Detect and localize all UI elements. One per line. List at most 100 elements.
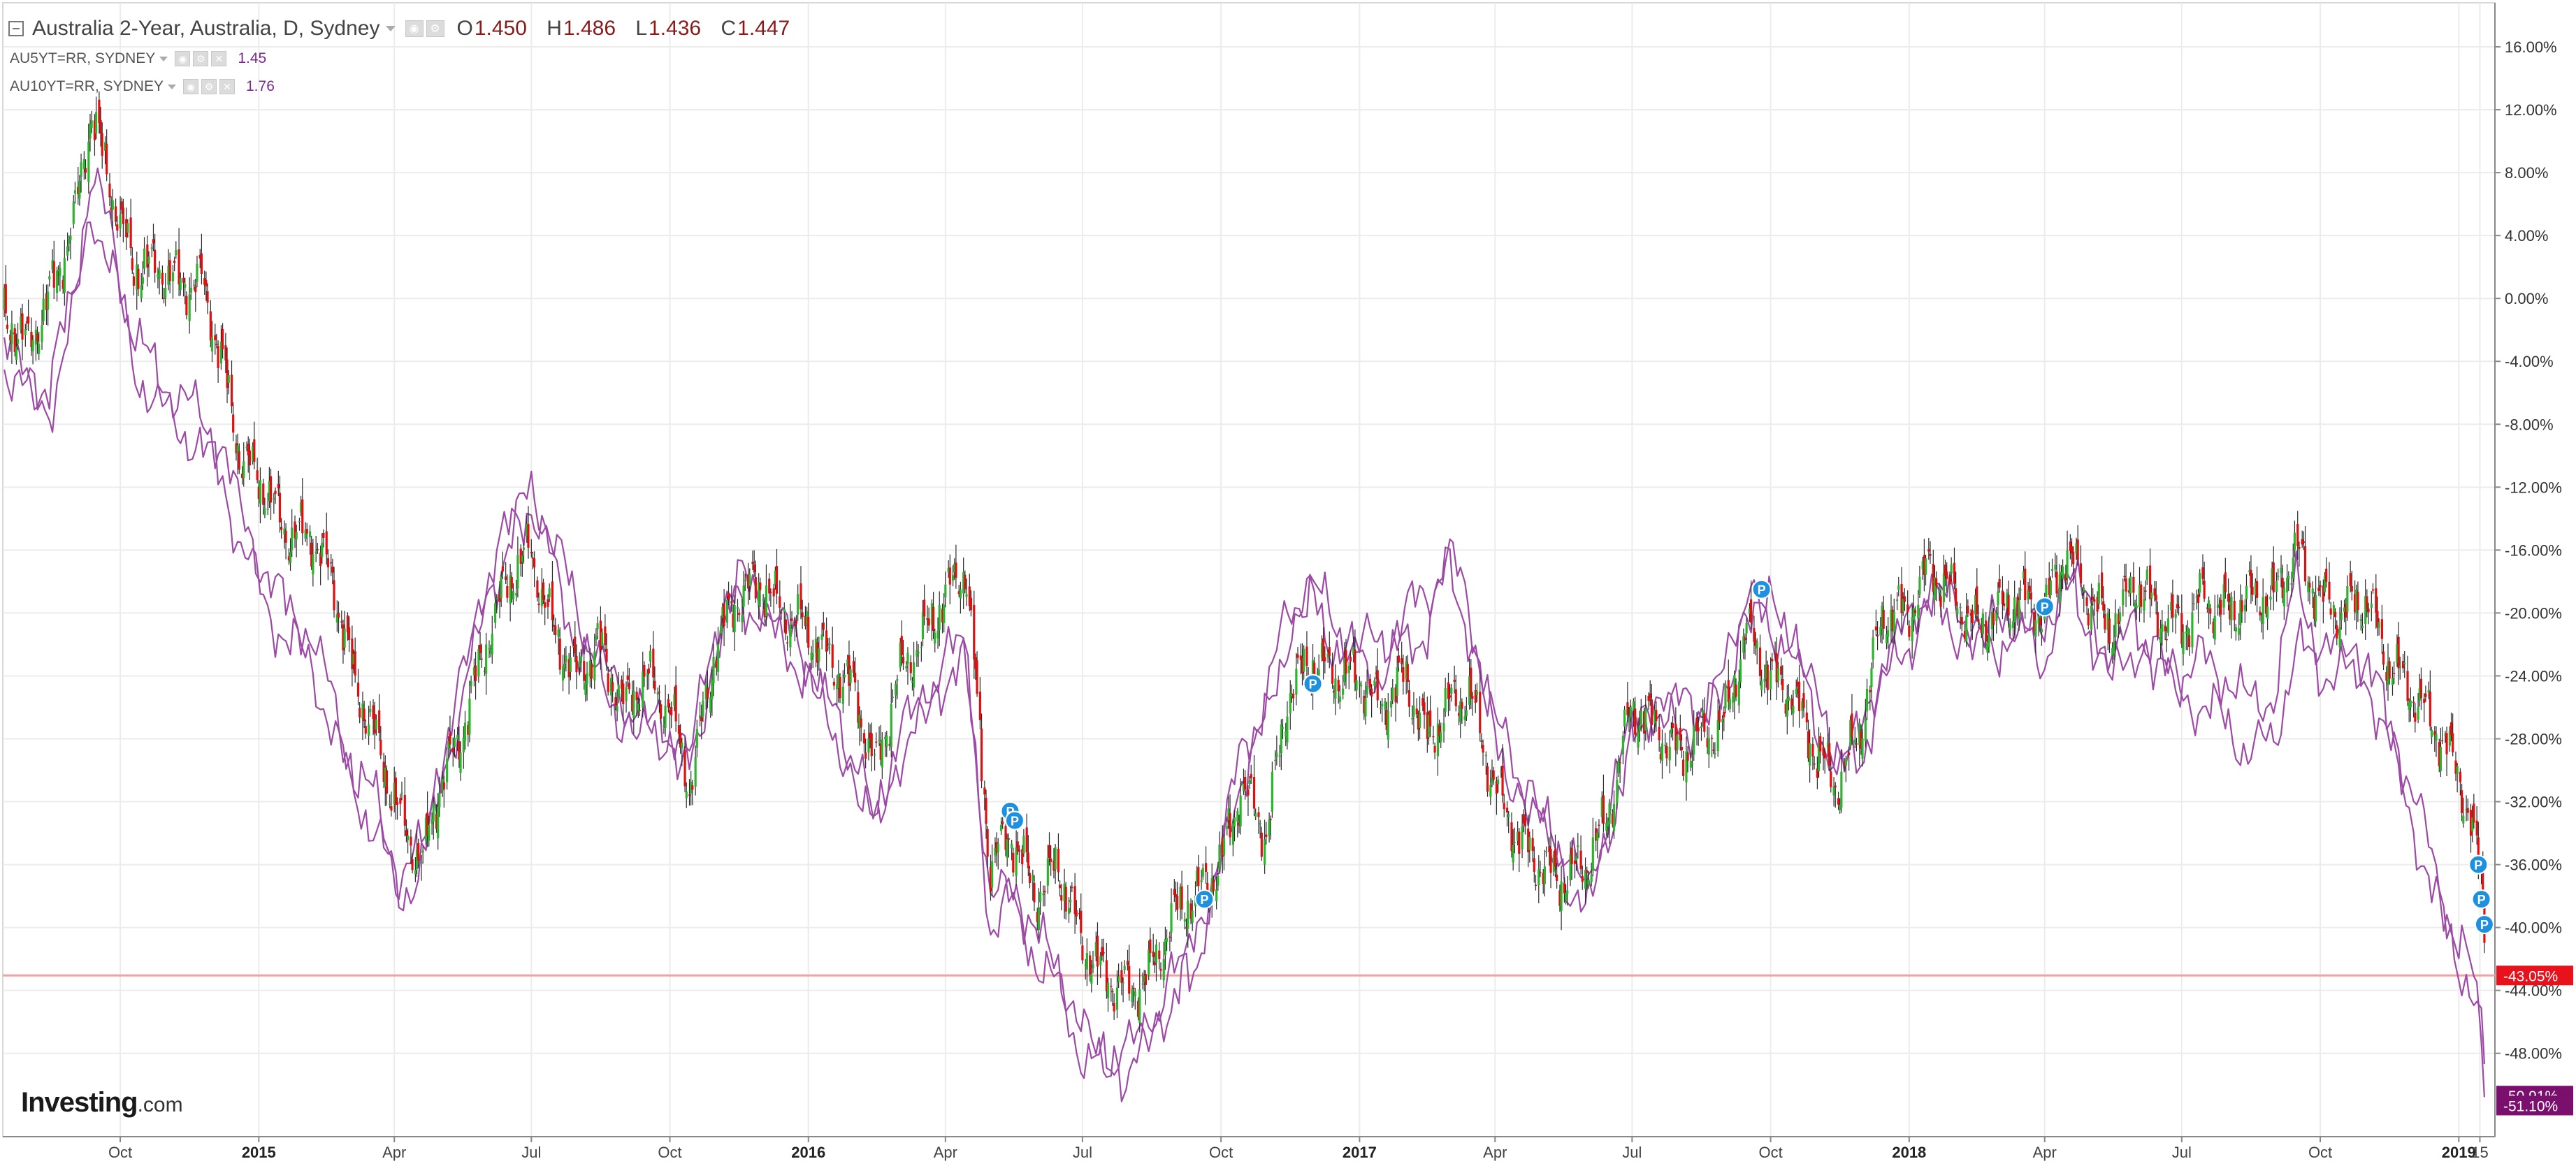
- candle-body: [240, 473, 244, 479]
- candle-body: [480, 658, 483, 660]
- candle-body: [985, 797, 987, 824]
- candle-body: [1486, 766, 1489, 792]
- candle-body: [1289, 693, 1291, 714]
- candle-body: [2150, 592, 2153, 599]
- gear-icon[interactable]: ⚙: [193, 51, 209, 66]
- candle-body: [382, 761, 385, 782]
- candle-body: [2090, 605, 2093, 630]
- candle-body: [2308, 583, 2311, 588]
- candle-body: [1668, 746, 1671, 761]
- candle-body: [1101, 947, 1104, 956]
- candle-body: [2445, 733, 2448, 755]
- y-tick-label: 8.00%: [2505, 164, 2548, 182]
- candle-body: [1911, 617, 1913, 641]
- eye-icon[interactable]: ◉: [405, 20, 424, 37]
- candle-body: [1816, 768, 1818, 778]
- candle-body: [175, 249, 178, 256]
- candle-body: [2433, 731, 2436, 736]
- candle-body: [1402, 667, 1405, 682]
- chevron-down-icon[interactable]: [168, 84, 176, 89]
- candle-body: [1543, 866, 1546, 884]
- candle-body: [1522, 814, 1525, 824]
- candle-body: [944, 584, 947, 598]
- candle-body: [2045, 584, 2048, 598]
- candle-body: [846, 659, 849, 667]
- candle-body: [690, 781, 693, 794]
- main-series-title[interactable]: Australia 2-Year, Australia, D, Sydney: [32, 17, 380, 40]
- candle-body: [968, 586, 971, 606]
- gear-icon[interactable]: ⚙: [426, 20, 444, 37]
- candle-body: [68, 239, 71, 244]
- candle-body: [978, 692, 981, 720]
- candle-body: [1693, 725, 1695, 755]
- candle-body: [938, 605, 941, 630]
- candle-body: [1406, 664, 1409, 683]
- candle-body: [501, 566, 504, 572]
- candle-body: [167, 265, 170, 285]
- event-marker-icon: [2468, 854, 2489, 875]
- candle-body: [1149, 939, 1152, 953]
- candle-body: [521, 555, 523, 562]
- candle-body: [2349, 573, 2352, 587]
- candle-body: [2227, 593, 2230, 602]
- candle-body: [926, 618, 929, 620]
- candle-body: [446, 758, 449, 782]
- candle-body: [941, 608, 944, 623]
- candle-body: [1985, 620, 1988, 642]
- candle-body: [495, 598, 498, 600]
- candle-body: [2104, 613, 2106, 629]
- candle-body: [1442, 722, 1445, 731]
- compare-series-2-label[interactable]: AU10YT=RR, SYDNEY: [10, 78, 164, 94]
- candle-body: [2343, 607, 2346, 612]
- candle-body: [989, 866, 992, 892]
- candle-body: [558, 639, 561, 670]
- candle-body: [171, 272, 175, 282]
- close-icon[interactable]: ✕: [219, 79, 235, 94]
- candle-body: [2191, 612, 2194, 648]
- collapse-legend-icon[interactable]: [8, 21, 24, 36]
- candle-body: [1073, 886, 1076, 914]
- candle-body: [463, 722, 467, 742]
- candle-body: [2049, 580, 2052, 596]
- candle-body: [2079, 563, 2083, 584]
- candle-body: [385, 770, 389, 794]
- candle-body: [2302, 541, 2305, 543]
- candle-body: [1111, 991, 1114, 993]
- candle-body: [1777, 667, 1779, 681]
- candle-body: [9, 334, 12, 341]
- candle-body: [41, 325, 43, 342]
- candle-body: [1623, 709, 1626, 727]
- compare-series-1-label[interactable]: AU5YT=RR, SYDNEY: [10, 50, 156, 66]
- candle-body: [2197, 594, 2200, 603]
- candle-body: [2114, 613, 2117, 638]
- candle-body: [1484, 755, 1487, 757]
- candle-body: [2224, 572, 2227, 592]
- candle-body: [3, 287, 6, 310]
- candle-body: [470, 681, 472, 686]
- chevron-down-icon[interactable]: [385, 26, 396, 31]
- eye-icon[interactable]: ◉: [175, 51, 191, 66]
- candle-body: [2085, 597, 2088, 606]
- close-icon[interactable]: ✕: [211, 51, 227, 66]
- chevron-down-icon[interactable]: [159, 56, 168, 61]
- candle-body: [214, 335, 217, 341]
- candle-body: [468, 698, 471, 735]
- candle-body: [1796, 681, 1799, 687]
- candle-body: [61, 279, 64, 289]
- candle-body: [659, 704, 663, 719]
- candle-body: [2170, 602, 2173, 611]
- candle-body: [837, 673, 840, 689]
- candle-body: [1387, 711, 1389, 740]
- candle-body: [1418, 713, 1421, 728]
- candle-body: [326, 558, 330, 568]
- eye-icon[interactable]: ◉: [183, 79, 198, 94]
- candle-body: [1632, 701, 1635, 711]
- candle-body: [1250, 773, 1252, 779]
- candle-body: [1290, 694, 1294, 697]
- candle-body: [1500, 771, 1503, 773]
- candle-body: [1596, 832, 1599, 841]
- gear-icon[interactable]: ⚙: [201, 79, 217, 94]
- candle-body: [754, 576, 757, 599]
